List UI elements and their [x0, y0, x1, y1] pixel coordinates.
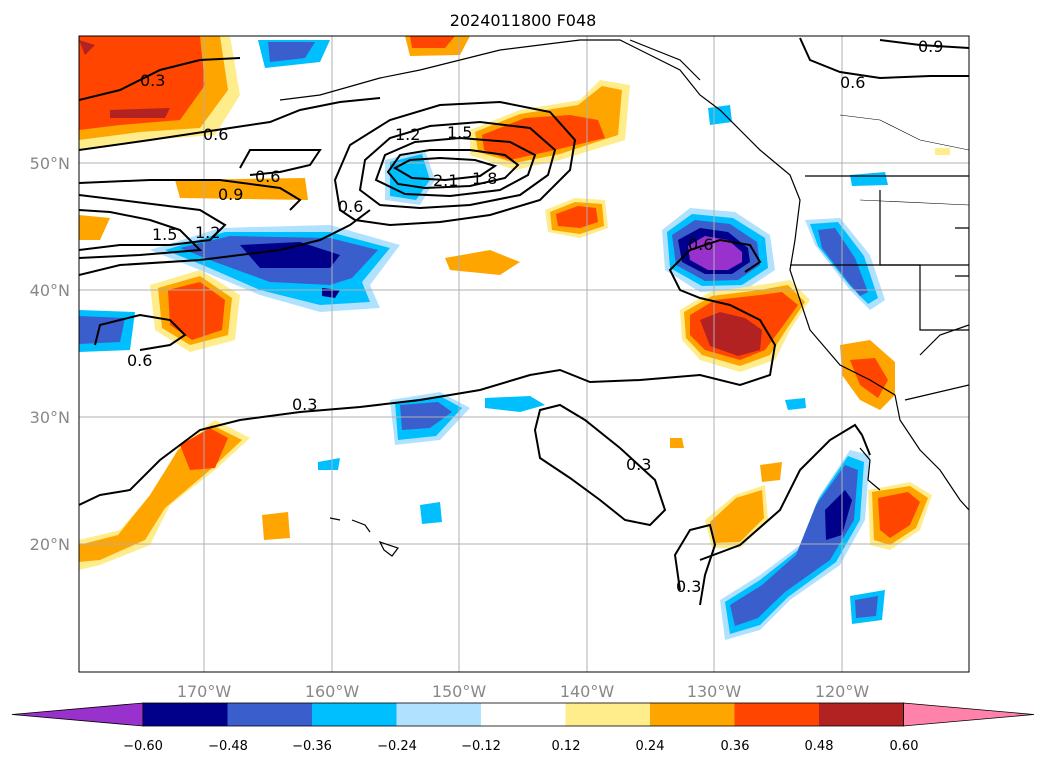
- contour-label: 0.6: [688, 235, 713, 254]
- contour-label: 0.3: [676, 577, 701, 596]
- colorbar-extend-low: [11, 702, 144, 727]
- contour-labels: 0.3 0.6 0.6 0.9 0.9 0.6 1.5 1.2 0.6 1.2 …: [127, 37, 943, 596]
- colorbar-tick: 0.12: [552, 739, 581, 754]
- colorbar-tick: −0.36: [292, 739, 332, 754]
- colorbar-extend-high: [903, 702, 1035, 727]
- colorbar-tick: −0.12: [461, 739, 501, 754]
- colorbar-tick: 0.36: [721, 739, 750, 754]
- colorbar-tick: 0.24: [636, 739, 665, 754]
- lat-label: 30°N: [30, 408, 70, 427]
- contour-label: 0.6: [338, 197, 363, 216]
- lon-label: 150°W: [432, 682, 487, 701]
- state-borders: [839, 114, 969, 206]
- map-frame: [78, 35, 970, 673]
- colorbar-segment: [396, 703, 482, 726]
- lat-label: 40°N: [30, 281, 70, 300]
- gridlines: [79, 36, 969, 672]
- colorbar-segment: [227, 703, 313, 726]
- contour-label: 0.3: [140, 71, 165, 90]
- contour-label: 0.6: [127, 351, 152, 370]
- lon-label: 160°W: [305, 682, 360, 701]
- contour-label: 1.2: [395, 125, 420, 144]
- colorbar-segment: [312, 703, 397, 726]
- contour-label: 0.3: [292, 395, 317, 414]
- lat-labels: 50°N 40°N 30°N 20°N: [30, 154, 70, 554]
- colorbar: [11, 702, 1035, 727]
- lon-label: 140°W: [560, 682, 615, 701]
- colorbar-tick: −0.60: [123, 739, 163, 754]
- colorbar-segment: [143, 703, 228, 726]
- lon-labels: 170°W 160°W 150°W 140°W 130°W 120°W: [177, 682, 870, 701]
- lon-label: 170°W: [177, 682, 232, 701]
- contour-label: 0.9: [918, 37, 943, 56]
- contour-label: 0.6: [203, 125, 228, 144]
- colorbar-tick: 0.48: [805, 739, 834, 754]
- colorbar-tick: −0.24: [377, 739, 417, 754]
- contour-lines: [79, 37, 969, 606]
- contour-label: 0.6: [840, 73, 865, 92]
- contour-label: 0.9: [218, 185, 243, 204]
- colorbar-tick: −0.48: [208, 739, 248, 754]
- colorbar-segment: [819, 703, 904, 726]
- contour-label: 1.5: [447, 123, 472, 142]
- contour-label: 2.1: [433, 171, 458, 190]
- colorbar-ticks: −0.60 −0.48 −0.36 −0.24 −0.12 0.12 0.24 …: [123, 739, 918, 754]
- colorbar-frame: [142, 702, 904, 727]
- colorbar-segment: [565, 703, 651, 726]
- colorbar-segment: [650, 703, 735, 726]
- contour-label: 0.6: [255, 167, 280, 186]
- lon-label: 120°W: [815, 682, 870, 701]
- coastlines: [279, 39, 969, 557]
- colorbar-tick: 0.60: [890, 739, 919, 754]
- map-title: 2024011800 F048: [450, 11, 597, 30]
- contour-label: 1.2: [195, 223, 220, 242]
- colorbar-segment: [734, 703, 820, 726]
- contour-label: 0.3: [626, 455, 651, 474]
- colorbar-segment: [481, 703, 566, 726]
- map-area: 0.3 0.6 0.6 0.9 0.9 0.6 1.5 1.2 0.6 1.2 …: [79, 36, 969, 672]
- contour-label: 1.8: [472, 169, 497, 188]
- contour-label: 1.5: [152, 225, 177, 244]
- lat-label: 20°N: [30, 535, 70, 554]
- lon-label: 130°W: [687, 682, 742, 701]
- lat-label: 50°N: [30, 154, 70, 173]
